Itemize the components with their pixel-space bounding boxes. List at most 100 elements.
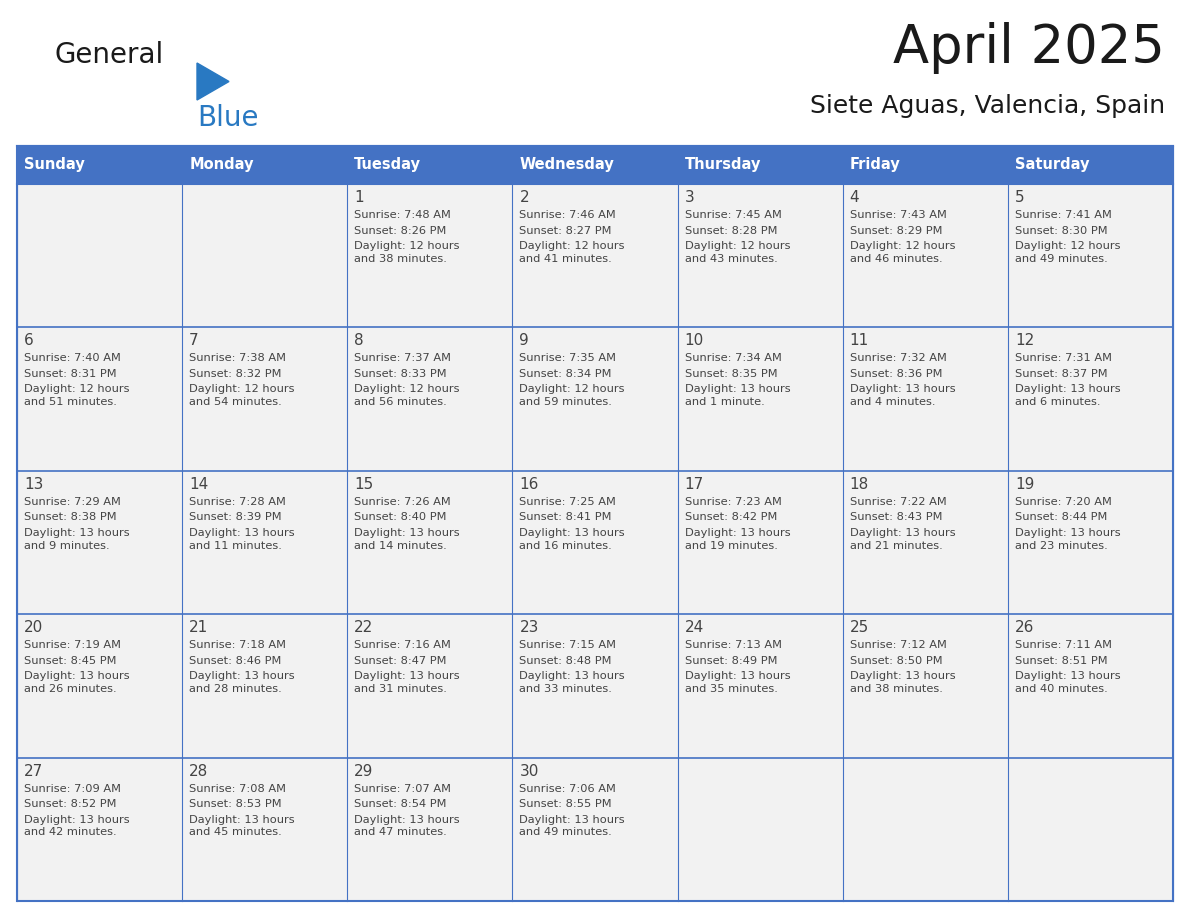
Text: Sunset: 8:27 PM: Sunset: 8:27 PM xyxy=(519,226,612,236)
Text: Sunrise: 7:23 AM: Sunrise: 7:23 AM xyxy=(684,497,782,507)
Text: 18: 18 xyxy=(849,476,868,492)
Text: Daylight: 13 hours
and 35 minutes.: Daylight: 13 hours and 35 minutes. xyxy=(684,671,790,694)
Text: Daylight: 12 hours
and 38 minutes.: Daylight: 12 hours and 38 minutes. xyxy=(354,241,460,263)
Text: 15: 15 xyxy=(354,476,373,492)
Text: Daylight: 13 hours
and 1 minute.: Daylight: 13 hours and 1 minute. xyxy=(684,385,790,408)
Text: Sunday: Sunday xyxy=(24,158,84,173)
Text: Daylight: 12 hours
and 41 minutes.: Daylight: 12 hours and 41 minutes. xyxy=(519,241,625,263)
Bar xyxy=(17,328,1173,471)
Text: Sunset: 8:26 PM: Sunset: 8:26 PM xyxy=(354,226,447,236)
Text: Sunset: 8:28 PM: Sunset: 8:28 PM xyxy=(684,226,777,236)
Text: Daylight: 13 hours
and 26 minutes.: Daylight: 13 hours and 26 minutes. xyxy=(24,671,129,694)
Text: Daylight: 13 hours
and 28 minutes.: Daylight: 13 hours and 28 minutes. xyxy=(189,671,295,694)
Text: Sunrise: 7:26 AM: Sunrise: 7:26 AM xyxy=(354,497,451,507)
Text: Sunrise: 7:25 AM: Sunrise: 7:25 AM xyxy=(519,497,617,507)
Text: Sunrise: 7:22 AM: Sunrise: 7:22 AM xyxy=(849,497,947,507)
Text: Sunset: 8:48 PM: Sunset: 8:48 PM xyxy=(519,655,612,666)
Polygon shape xyxy=(197,63,229,100)
Text: Daylight: 12 hours
and 56 minutes.: Daylight: 12 hours and 56 minutes. xyxy=(354,385,460,408)
Text: 6: 6 xyxy=(24,333,33,349)
Bar xyxy=(17,184,1173,328)
Text: General: General xyxy=(55,41,164,69)
Bar xyxy=(17,471,1173,614)
Bar xyxy=(17,757,1173,901)
Text: Sunrise: 7:08 AM: Sunrise: 7:08 AM xyxy=(189,784,286,793)
Text: Sunset: 8:38 PM: Sunset: 8:38 PM xyxy=(24,512,116,522)
Bar xyxy=(17,146,182,184)
Text: 22: 22 xyxy=(354,621,373,635)
Text: Tuesday: Tuesday xyxy=(354,158,422,173)
Text: Daylight: 13 hours
and 11 minutes.: Daylight: 13 hours and 11 minutes. xyxy=(189,528,295,551)
Text: 8: 8 xyxy=(354,333,364,349)
Text: Daylight: 13 hours
and 42 minutes.: Daylight: 13 hours and 42 minutes. xyxy=(24,814,129,837)
Text: Monday: Monday xyxy=(189,158,254,173)
Text: Sunrise: 7:46 AM: Sunrise: 7:46 AM xyxy=(519,210,617,220)
Text: Sunset: 8:46 PM: Sunset: 8:46 PM xyxy=(189,655,282,666)
Text: Sunset: 8:37 PM: Sunset: 8:37 PM xyxy=(1015,369,1107,379)
Text: 30: 30 xyxy=(519,764,539,778)
Text: Sunrise: 7:35 AM: Sunrise: 7:35 AM xyxy=(519,353,617,364)
Text: 24: 24 xyxy=(684,621,703,635)
Text: Daylight: 13 hours
and 31 minutes.: Daylight: 13 hours and 31 minutes. xyxy=(354,671,460,694)
Bar xyxy=(347,146,512,184)
Text: Sunset: 8:31 PM: Sunset: 8:31 PM xyxy=(24,369,116,379)
Text: Daylight: 12 hours
and 46 minutes.: Daylight: 12 hours and 46 minutes. xyxy=(849,241,955,263)
Text: Sunrise: 7:20 AM: Sunrise: 7:20 AM xyxy=(1015,497,1112,507)
Text: Sunset: 8:29 PM: Sunset: 8:29 PM xyxy=(849,226,942,236)
Text: 11: 11 xyxy=(849,333,868,349)
Text: Sunrise: 7:37 AM: Sunrise: 7:37 AM xyxy=(354,353,451,364)
Text: Sunset: 8:49 PM: Sunset: 8:49 PM xyxy=(684,655,777,666)
Bar xyxy=(17,614,1173,757)
Text: 1: 1 xyxy=(354,190,364,205)
Text: Sunrise: 7:40 AM: Sunrise: 7:40 AM xyxy=(24,353,121,364)
Text: Daylight: 13 hours
and 9 minutes.: Daylight: 13 hours and 9 minutes. xyxy=(24,528,129,551)
Text: Daylight: 12 hours
and 54 minutes.: Daylight: 12 hours and 54 minutes. xyxy=(189,385,295,408)
Text: Daylight: 13 hours
and 23 minutes.: Daylight: 13 hours and 23 minutes. xyxy=(1015,528,1120,551)
Text: Sunset: 8:36 PM: Sunset: 8:36 PM xyxy=(849,369,942,379)
Text: 2: 2 xyxy=(519,190,529,205)
Text: Sunset: 8:35 PM: Sunset: 8:35 PM xyxy=(684,369,777,379)
Bar xyxy=(842,146,1007,184)
Bar xyxy=(1007,146,1173,184)
Text: April 2025: April 2025 xyxy=(893,22,1165,74)
Text: Sunrise: 7:31 AM: Sunrise: 7:31 AM xyxy=(1015,353,1112,364)
Bar xyxy=(512,146,677,184)
Text: Daylight: 13 hours
and 19 minutes.: Daylight: 13 hours and 19 minutes. xyxy=(684,528,790,551)
Text: Sunrise: 7:13 AM: Sunrise: 7:13 AM xyxy=(684,640,782,650)
Text: Sunset: 8:34 PM: Sunset: 8:34 PM xyxy=(519,369,612,379)
Text: 23: 23 xyxy=(519,621,539,635)
Text: 12: 12 xyxy=(1015,333,1034,349)
Text: Daylight: 12 hours
and 51 minutes.: Daylight: 12 hours and 51 minutes. xyxy=(24,385,129,408)
Text: Sunrise: 7:38 AM: Sunrise: 7:38 AM xyxy=(189,353,286,364)
Text: Sunrise: 7:09 AM: Sunrise: 7:09 AM xyxy=(24,784,121,793)
Text: 28: 28 xyxy=(189,764,208,778)
Text: Daylight: 13 hours
and 49 minutes.: Daylight: 13 hours and 49 minutes. xyxy=(519,814,625,837)
Text: Sunset: 8:45 PM: Sunset: 8:45 PM xyxy=(24,655,116,666)
Text: Wednesday: Wednesday xyxy=(519,158,614,173)
Text: Sunset: 8:51 PM: Sunset: 8:51 PM xyxy=(1015,655,1107,666)
Text: Sunrise: 7:18 AM: Sunrise: 7:18 AM xyxy=(189,640,286,650)
Text: Daylight: 13 hours
and 33 minutes.: Daylight: 13 hours and 33 minutes. xyxy=(519,671,625,694)
Text: Sunset: 8:54 PM: Sunset: 8:54 PM xyxy=(354,799,447,809)
Text: Sunset: 8:52 PM: Sunset: 8:52 PM xyxy=(24,799,116,809)
Text: Sunset: 8:55 PM: Sunset: 8:55 PM xyxy=(519,799,612,809)
Text: 4: 4 xyxy=(849,190,859,205)
Text: Friday: Friday xyxy=(849,158,901,173)
Text: Thursday: Thursday xyxy=(684,158,762,173)
Text: Sunset: 8:50 PM: Sunset: 8:50 PM xyxy=(849,655,942,666)
Text: 7: 7 xyxy=(189,333,198,349)
Text: Sunset: 8:47 PM: Sunset: 8:47 PM xyxy=(354,655,447,666)
Text: 19: 19 xyxy=(1015,476,1035,492)
Text: Sunrise: 7:45 AM: Sunrise: 7:45 AM xyxy=(684,210,782,220)
Text: 5: 5 xyxy=(1015,190,1024,205)
Text: Saturday: Saturday xyxy=(1015,158,1089,173)
Text: 20: 20 xyxy=(24,621,43,635)
Text: Sunset: 8:42 PM: Sunset: 8:42 PM xyxy=(684,512,777,522)
Text: 13: 13 xyxy=(24,476,44,492)
Text: Sunrise: 7:32 AM: Sunrise: 7:32 AM xyxy=(849,353,947,364)
Text: Sunrise: 7:12 AM: Sunrise: 7:12 AM xyxy=(849,640,947,650)
Text: Daylight: 13 hours
and 40 minutes.: Daylight: 13 hours and 40 minutes. xyxy=(1015,671,1120,694)
Text: 21: 21 xyxy=(189,621,208,635)
Text: Sunrise: 7:41 AM: Sunrise: 7:41 AM xyxy=(1015,210,1112,220)
Text: Sunset: 8:30 PM: Sunset: 8:30 PM xyxy=(1015,226,1107,236)
